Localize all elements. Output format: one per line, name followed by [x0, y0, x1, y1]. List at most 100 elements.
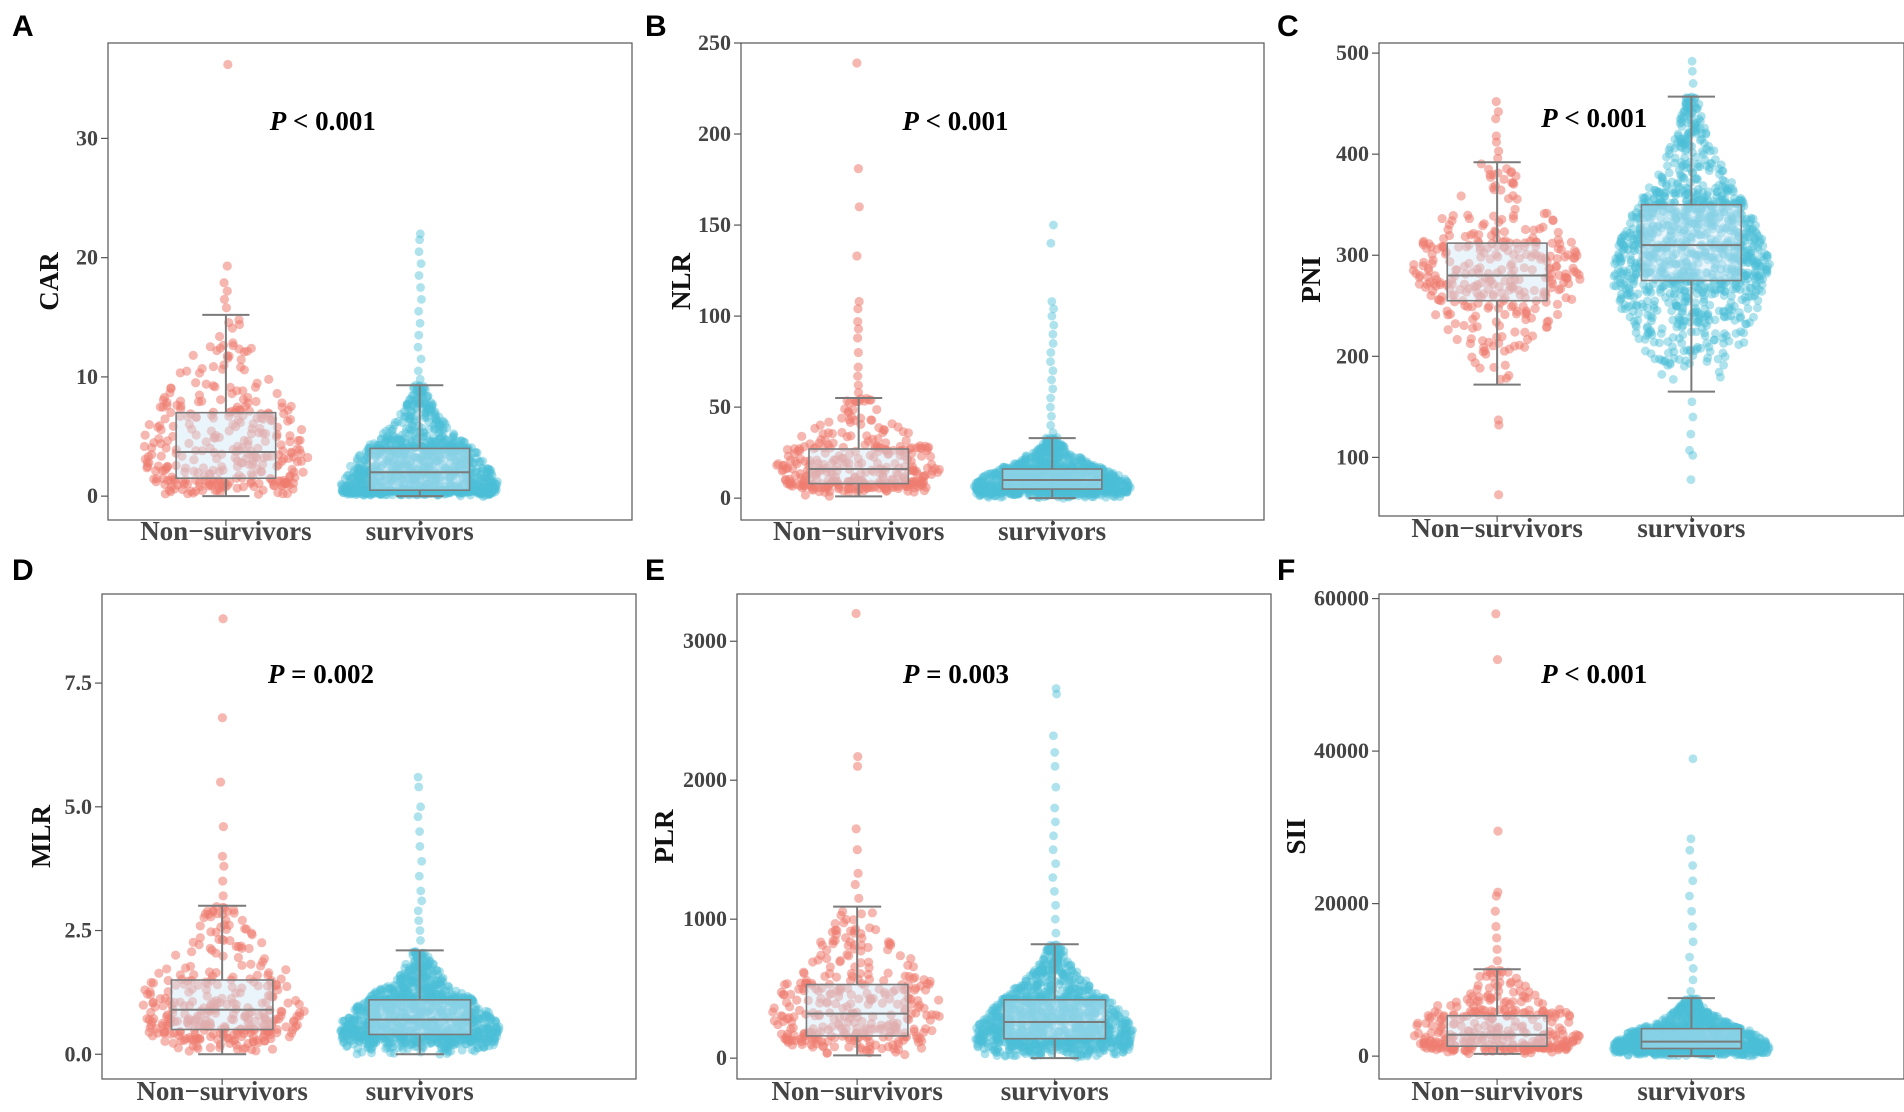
data-point: [1710, 335, 1719, 345]
data-point: [1668, 375, 1678, 384]
data-point: [283, 453, 294, 463]
data-point: [339, 488, 348, 498]
data-point: [416, 481, 426, 491]
data-point: [1419, 257, 1429, 267]
data-point: [142, 458, 152, 468]
data-point: [474, 480, 483, 490]
data-point: [462, 444, 471, 454]
data-point: [396, 461, 406, 471]
data-point: [397, 436, 406, 446]
data-point: [219, 935, 229, 945]
data-point: [282, 981, 292, 992]
data-point: [232, 1040, 242, 1050]
data-point: [420, 411, 430, 421]
data-point: [406, 425, 416, 435]
data-point: [365, 443, 375, 452]
data-point: [427, 455, 436, 465]
data-point: [1105, 483, 1115, 493]
data-point: [350, 485, 360, 495]
data-point: [407, 420, 417, 430]
data-point: [482, 467, 492, 477]
data-point: [407, 437, 417, 447]
data-point: [930, 463, 940, 474]
outlier-point: [1685, 445, 1694, 455]
data-point: [144, 420, 154, 430]
data-point: [372, 487, 381, 496]
outlier-point: [218, 891, 228, 901]
data-point: [430, 437, 440, 446]
data-point: [486, 468, 496, 478]
data-point: [385, 424, 395, 434]
data-point: [449, 429, 458, 439]
data-point: [385, 486, 395, 496]
data-point: [472, 448, 482, 458]
data-point: [374, 466, 384, 476]
data-point: [1609, 271, 1619, 281]
data-point: [471, 487, 481, 497]
data-point: [210, 485, 220, 496]
data-point: [473, 473, 483, 482]
data-point: [423, 451, 433, 461]
data-point: [361, 479, 371, 488]
data-point: [285, 437, 295, 447]
panel-letter: A: [12, 10, 34, 43]
data-point: [348, 473, 358, 483]
data-point: [1736, 196, 1746, 205]
data-point: [385, 433, 395, 443]
data-point: [161, 463, 171, 473]
outlier-point: [1493, 415, 1504, 425]
outlier-point: [1491, 131, 1501, 141]
data-point: [382, 490, 392, 500]
p-value: < 0.001: [286, 106, 376, 136]
data-point: [1471, 311, 1481, 321]
data-point: [208, 381, 218, 391]
data-point: [1727, 178, 1737, 187]
data-point: [424, 462, 434, 471]
data-point: [1478, 221, 1488, 231]
data-point: [204, 469, 215, 479]
data-point: [440, 462, 450, 472]
data-point: [431, 413, 441, 423]
data-point: [208, 478, 218, 488]
data-point: [1631, 328, 1641, 338]
data-point: [414, 394, 424, 404]
data-point: [436, 433, 446, 443]
data-point: [388, 447, 398, 456]
data-point: [1750, 268, 1760, 278]
data-point: [463, 443, 473, 452]
data-point: [388, 457, 398, 467]
data-point: [406, 411, 416, 421]
data-point: [470, 479, 480, 488]
data-point: [397, 476, 406, 486]
data-point: [448, 432, 458, 442]
data-point: [872, 404, 882, 415]
data-point: [1611, 281, 1621, 291]
data-point: [397, 430, 407, 440]
data-point: [893, 422, 903, 432]
data-point: [424, 459, 434, 469]
data-point: [1500, 360, 1510, 370]
data-point: [1685, 358, 1695, 368]
data-point: [448, 438, 458, 448]
data-point: [478, 488, 488, 497]
data-point: [1552, 309, 1563, 320]
data-point: [424, 405, 434, 414]
data-point: [224, 426, 234, 436]
data-point: [474, 487, 484, 497]
data-point: [492, 485, 501, 495]
data-point: [425, 471, 435, 481]
data-point: [376, 434, 386, 444]
data-point: [162, 964, 172, 974]
data-point: [1678, 330, 1688, 340]
box-iqr: [1446, 242, 1548, 302]
data-point: [194, 940, 204, 950]
y-tick-label: 10: [76, 364, 98, 389]
data-point: [285, 414, 296, 425]
data-point: [461, 453, 471, 463]
data-point: [378, 445, 388, 454]
outlier-point: [1045, 402, 1055, 412]
data-point: [350, 481, 360, 491]
p-value-annotation: P = 0.002: [267, 659, 374, 689]
